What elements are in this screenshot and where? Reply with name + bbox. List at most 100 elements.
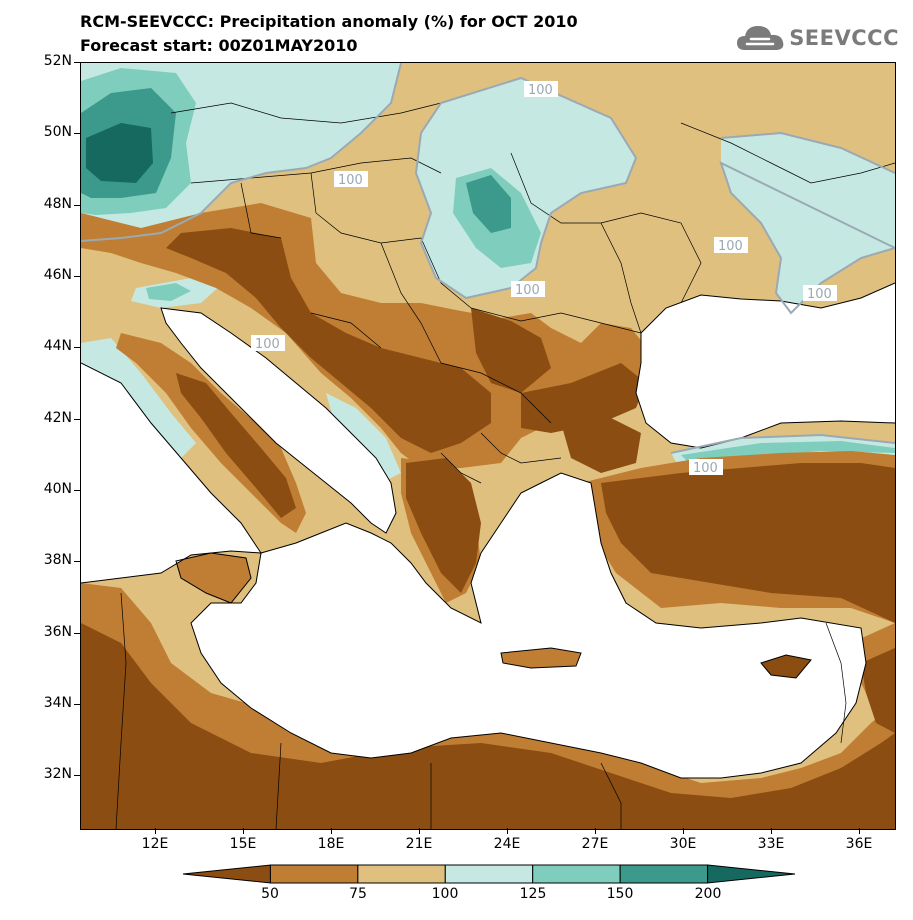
contour-label-100-f: 100 xyxy=(693,461,718,476)
fill-50-75-sicily xyxy=(176,553,251,603)
lat-tick xyxy=(74,276,80,277)
lon-tick xyxy=(859,828,860,834)
logo-text: SEEVCCC xyxy=(789,26,899,50)
lat-tick xyxy=(74,62,80,63)
contour-label-100-d: 100 xyxy=(718,239,743,254)
contour-label-100-e: 100 xyxy=(807,287,832,302)
lat-label-38n: 38N xyxy=(43,552,72,568)
lat-label-40n: 40N xyxy=(43,481,72,497)
lat-label-32n: 32N xyxy=(43,766,72,782)
colorbar-segment xyxy=(182,864,271,884)
lat-tick xyxy=(74,633,80,634)
lon-tick xyxy=(243,828,244,834)
fill-100-125-central xyxy=(416,78,636,298)
tyrrhenian-sea xyxy=(81,363,261,583)
lon-tick xyxy=(595,828,596,834)
coast-tyrrhenian xyxy=(81,362,262,584)
fill-lt50-greece xyxy=(406,458,481,593)
colorbar-segment xyxy=(532,864,621,884)
black-sea xyxy=(636,283,895,448)
lon-tick xyxy=(771,828,772,834)
lon-tick xyxy=(419,828,420,834)
lat-tick xyxy=(74,704,80,705)
lat-label-52n: 52N xyxy=(43,53,72,69)
fill-lt50-bosnia xyxy=(166,228,491,453)
precipitation-map: 100 100 100 100 100 100 100 xyxy=(80,62,896,830)
colorbar-label-200: 200 xyxy=(694,886,722,902)
colorbar-segment xyxy=(707,864,796,884)
lon-tick xyxy=(683,828,684,834)
coast-adriatic xyxy=(160,307,397,534)
lon-label-24e: 24E xyxy=(493,836,521,852)
ionian-aegean-sea xyxy=(191,473,866,778)
contour-label-100-a: 100 xyxy=(338,173,363,188)
lat-label-44n: 44N xyxy=(43,338,72,354)
lon-tick xyxy=(331,828,332,834)
fill-lt50-turkey xyxy=(601,463,895,623)
fill-100-125-tyrrhenian xyxy=(81,338,196,458)
fill-lt50-levant xyxy=(861,648,895,733)
colorbar-segment xyxy=(357,864,446,884)
cyprus xyxy=(761,655,811,678)
lon-label-36e: 36E xyxy=(845,836,873,852)
contour-label-100-c: 100 xyxy=(515,283,540,298)
lat-tick xyxy=(74,205,80,206)
coast-cyprus xyxy=(760,654,812,679)
map-canvas: 100 100 100 100 100 100 100 xyxy=(81,63,895,829)
coast-sicily xyxy=(175,552,252,604)
lon-label-21e: 21E xyxy=(405,836,433,852)
lat-label-34n: 34N xyxy=(43,695,72,711)
lon-label-18e: 18E xyxy=(317,836,345,852)
lat-label-46n: 46N xyxy=(43,267,72,283)
coast-mediterranean xyxy=(190,472,867,779)
colorbar-label-50: 50 xyxy=(261,886,279,902)
crete xyxy=(501,648,581,668)
fill-150-200-central xyxy=(466,175,511,233)
colorbar-label-100: 100 xyxy=(431,886,459,902)
country-borders xyxy=(115,102,895,829)
coastlines xyxy=(81,282,895,779)
lat-tick xyxy=(74,133,80,134)
colorbar-label-150: 150 xyxy=(606,886,634,902)
lat-label-36n: 36N xyxy=(43,624,72,640)
seevccc-logo: SEEVCCC xyxy=(735,22,899,54)
colorbar-label-125: 125 xyxy=(519,886,547,902)
lat-label-48n: 48N xyxy=(43,196,72,212)
fill-lt50-bulgaria xyxy=(521,363,646,433)
lat-tick xyxy=(74,775,80,776)
lat-tick xyxy=(74,490,80,491)
lat-label-42n: 42N xyxy=(43,410,72,426)
contour-labels: 100 100 100 100 100 100 100 xyxy=(251,81,837,476)
colorbar-segment xyxy=(444,864,534,884)
colorbar-segment xyxy=(619,864,709,884)
lat-tick xyxy=(74,347,80,348)
fill-lt50-thrace xyxy=(561,418,641,473)
adriatic-sea xyxy=(161,308,396,533)
lon-label-15e: 15E xyxy=(229,836,257,852)
fill-lt50-italy xyxy=(176,373,296,518)
lon-label-27e: 27E xyxy=(581,836,609,852)
lon-label-12e: 12E xyxy=(141,836,169,852)
fill-100-125-adriatic-east xyxy=(326,393,401,483)
contour-label-100-b: 100 xyxy=(528,83,553,98)
fill-lt50-serbia xyxy=(471,308,551,393)
colorbar-label-75: 75 xyxy=(349,886,367,902)
lat-tick xyxy=(74,561,80,562)
lat-label-50n: 50N xyxy=(43,124,72,140)
forecast-start-label: Forecast start: 00Z01MAY2010 xyxy=(80,36,358,55)
coast-crete xyxy=(500,647,582,669)
contour-label-100-g: 100 xyxy=(255,337,280,352)
colorbar-segment xyxy=(269,864,359,884)
lat-tick xyxy=(74,419,80,420)
chart-title: RCM-SEEVCCC: Precipitation anomaly (%) f… xyxy=(80,12,578,31)
lon-label-30e: 30E xyxy=(669,836,697,852)
coast-black-sea xyxy=(635,282,895,449)
lon-tick xyxy=(155,828,156,834)
lon-tick xyxy=(507,828,508,834)
fill-125-150-adriatic xyxy=(146,283,191,301)
fill-lt50-north-africa xyxy=(81,623,895,829)
lon-label-33e: 33E xyxy=(757,836,785,852)
fill-100-125-ne xyxy=(721,133,895,313)
cloud-icon xyxy=(737,26,784,50)
fill-gt200-nw xyxy=(86,123,153,183)
